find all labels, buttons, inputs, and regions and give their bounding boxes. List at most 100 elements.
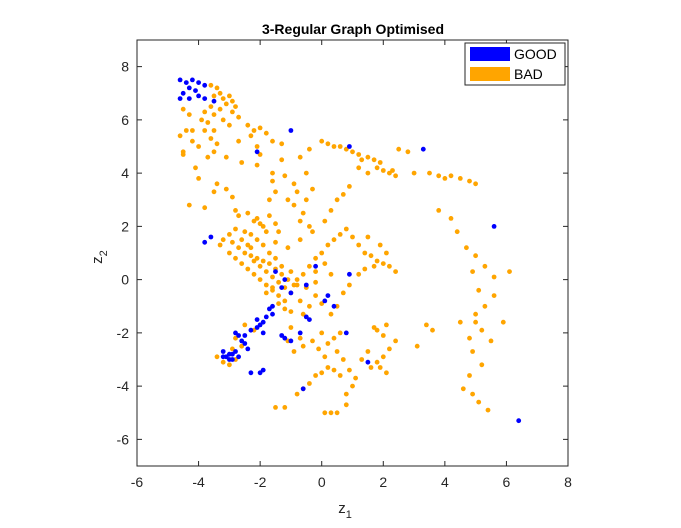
data-point-bad xyxy=(322,410,328,416)
data-point-bad xyxy=(282,306,288,312)
data-point-bad xyxy=(313,373,318,378)
data-point-good xyxy=(257,370,263,376)
data-point-bad xyxy=(273,189,278,195)
data-point-bad xyxy=(208,136,214,141)
data-point-good xyxy=(279,285,285,290)
data-point-bad xyxy=(270,178,275,184)
data-point-bad xyxy=(393,338,398,344)
data-point-good xyxy=(288,128,294,133)
data-point-good xyxy=(303,282,309,288)
data-point-good xyxy=(254,317,260,322)
data-point-good xyxy=(208,234,214,240)
data-point-bad xyxy=(270,285,275,290)
data-point-bad xyxy=(473,311,478,317)
data-point-good xyxy=(242,341,248,346)
data-point-bad xyxy=(267,250,272,256)
data-point-bad xyxy=(343,226,349,232)
data-point-bad xyxy=(347,367,352,373)
data-point-bad xyxy=(297,154,303,160)
data-point-bad xyxy=(411,170,417,176)
data-point-bad xyxy=(316,346,321,352)
data-point-good xyxy=(196,80,202,85)
data-point-bad xyxy=(230,239,235,245)
data-point-good xyxy=(260,367,266,373)
data-point-bad xyxy=(328,271,334,277)
data-point-bad xyxy=(263,282,269,288)
data-point-bad xyxy=(211,93,217,99)
data-point-bad xyxy=(236,213,242,219)
data-point-bad xyxy=(257,277,263,282)
data-point-bad xyxy=(470,269,475,274)
data-point-bad xyxy=(454,229,460,235)
data-point-bad xyxy=(390,168,395,173)
data-point-bad xyxy=(227,93,232,99)
data-point-good xyxy=(193,88,198,93)
data-point-bad xyxy=(282,173,288,179)
data-point-bad xyxy=(220,96,226,101)
data-point-bad xyxy=(279,141,285,147)
y-tick-label: 4 xyxy=(121,165,129,181)
x-ticks: -6 -4 -2 0 2 4 6 8 xyxy=(131,40,572,490)
data-point-bad xyxy=(380,333,386,338)
data-point-bad xyxy=(273,405,278,410)
data-point-bad xyxy=(294,391,300,397)
data-point-bad xyxy=(384,370,389,376)
data-point-bad xyxy=(334,349,340,354)
data-point-bad xyxy=(233,255,238,261)
data-point-good xyxy=(233,349,238,354)
data-point-bad xyxy=(276,279,281,285)
data-point-bad xyxy=(214,354,220,360)
data-point-bad xyxy=(374,165,380,171)
data-point-bad xyxy=(267,213,272,219)
data-point-bad xyxy=(405,149,411,155)
data-point-bad xyxy=(362,266,368,272)
data-point-bad xyxy=(300,210,306,216)
data-point-bad xyxy=(202,109,208,115)
chart-title: 3-Regular Graph Optimised xyxy=(262,21,444,37)
data-point-bad xyxy=(300,311,306,317)
data-point-good xyxy=(254,149,260,155)
data-point-bad xyxy=(248,232,254,237)
data-point-good xyxy=(227,351,232,357)
data-point-bad xyxy=(365,154,371,160)
y-tick-label: -4 xyxy=(117,378,130,394)
data-point-bad xyxy=(328,208,334,213)
points-layer xyxy=(177,77,522,424)
data-point-bad xyxy=(214,181,220,187)
data-point-bad xyxy=(273,255,278,261)
data-point-bad xyxy=(300,271,306,277)
data-point-bad xyxy=(307,146,312,152)
data-point-good xyxy=(365,359,371,365)
data-point-bad xyxy=(211,112,217,117)
data-point-bad xyxy=(294,277,300,282)
data-point-good xyxy=(260,330,266,336)
data-point-bad xyxy=(328,311,334,317)
data-point-bad xyxy=(322,261,328,266)
data-point-bad xyxy=(319,301,325,306)
data-point-good xyxy=(270,303,275,309)
data-point-good xyxy=(183,80,189,85)
data-point-bad xyxy=(485,407,491,413)
data-point-bad xyxy=(257,221,263,227)
legend-label-good: GOOD xyxy=(514,46,557,62)
data-point-bad xyxy=(217,90,223,96)
x-tick-label: 6 xyxy=(503,474,511,490)
data-point-bad xyxy=(414,343,420,349)
data-point-good xyxy=(177,77,183,83)
data-point-bad xyxy=(254,237,260,243)
data-point-good xyxy=(307,317,312,322)
data-point-good xyxy=(180,90,186,96)
y-tick-label: -2 xyxy=(117,325,130,341)
data-point-bad xyxy=(303,170,309,176)
data-point-bad xyxy=(331,144,337,149)
data-point-good xyxy=(263,314,269,320)
data-point-bad xyxy=(374,258,380,264)
data-point-bad xyxy=(186,202,192,208)
y-tick-label: 0 xyxy=(121,272,129,288)
data-point-bad xyxy=(473,319,478,325)
data-point-bad xyxy=(254,216,260,221)
data-point-bad xyxy=(233,335,238,341)
data-point-bad xyxy=(337,373,343,378)
data-point-good xyxy=(313,263,318,269)
data-point-bad xyxy=(303,197,309,203)
